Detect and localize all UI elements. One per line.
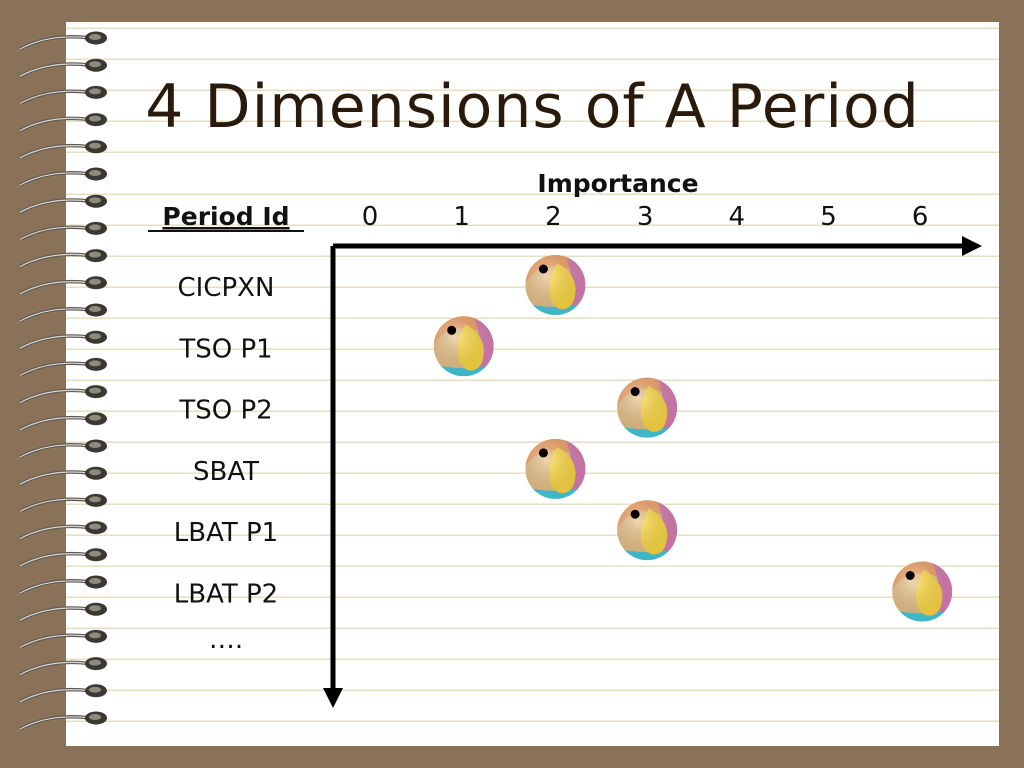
spiral-ring-icon [19,249,107,269]
spiral-ring-icon [19,521,107,541]
spiral-ring-icon [19,194,107,214]
row-label: CICPXN [178,273,275,303]
spiral-ring-icon [19,711,107,731]
spiral-ring-icon [19,330,107,350]
data-points [433,255,953,622]
spiral-ring-icon [19,439,107,459]
spiral-ring-icon [19,412,107,432]
spiral-binding-icon [19,31,107,731]
beach-ball-icon [525,438,586,499]
page-title: 4 Dimensions of A Period [145,72,920,142]
x-tick-label: 1 [453,202,470,232]
spiral-ring-icon [19,303,107,323]
spiral-ring-icon [19,140,107,160]
y-axis-arrowhead [323,688,343,708]
beach-ball-icon [617,500,678,561]
spiral-ring-icon [19,221,107,241]
x-axis-arrowhead [962,236,982,256]
x-tick-label: 5 [820,202,837,232]
notebook-paper [66,22,999,746]
trailing-label: …. [209,625,243,655]
x-axis-title: Importance [537,169,698,198]
spiral-ring-icon [19,602,107,622]
x-tick-label: 0 [362,202,379,232]
row-label: LBAT P1 [174,518,278,548]
row-labels: CICPXN TSO P1 TSO P2 SBAT LBAT P1 LBAT P2 [174,273,278,610]
spiral-ring-icon [19,385,107,405]
x-tick-label: 3 [637,202,654,232]
spiral-ring-icon [19,31,107,51]
x-tick-label: 2 [545,202,562,232]
spiral-ring-icon [19,629,107,649]
row-label: TSO P2 [178,396,272,426]
spiral-ring-icon [19,276,107,296]
beach-ball-icon [433,316,494,377]
row-label: LBAT P2 [174,580,278,610]
spiral-ring-icon [19,113,107,133]
spiral-ring-icon [19,575,107,595]
spiral-ring-icon [19,684,107,704]
beach-ball-icon [617,377,678,438]
spiral-ring-icon [19,657,107,677]
spiral-ring-icon [19,357,107,377]
spiral-ring-icon [19,493,107,513]
x-tick-label: 6 [912,202,929,232]
y-axis-title: Period Id [162,202,289,231]
spiral-ring-icon [19,466,107,486]
spiral-ring-icon [19,85,107,105]
x-tick-labels: 0 1 2 3 4 5 6 [362,202,929,232]
row-label: TSO P1 [178,334,272,364]
spiral-ring-icon [19,58,107,78]
row-label: SBAT [193,457,259,487]
spiral-ring-icon [19,548,107,568]
spiral-ring-icon [19,167,107,187]
beach-ball-icon [525,255,586,315]
beach-ball-icon [892,561,953,622]
x-tick-label: 4 [729,202,746,232]
